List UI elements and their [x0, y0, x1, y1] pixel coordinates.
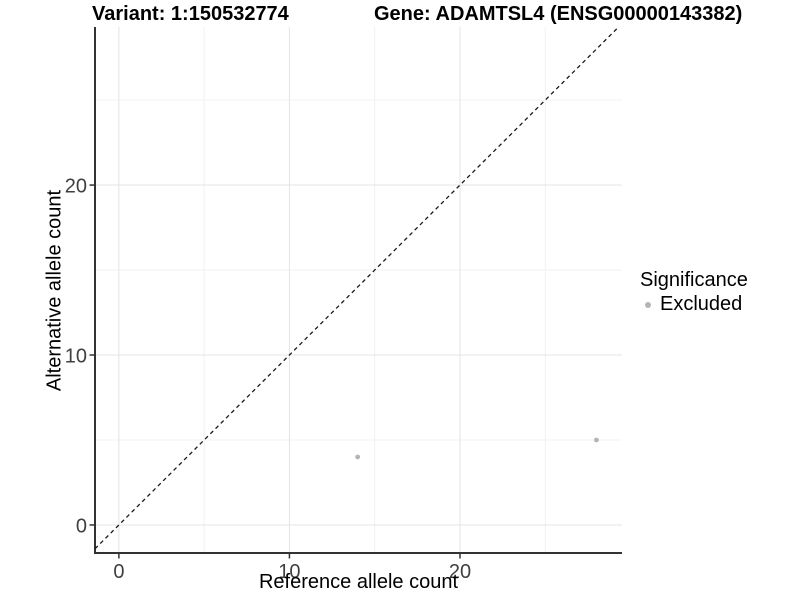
identity-line [94, 26, 620, 550]
legend-title: Significance [640, 269, 748, 291]
y-tick-label: 0 [76, 515, 87, 537]
gridlines [95, 27, 622, 553]
x-tick-label: 10 [278, 561, 300, 583]
axes [89, 27, 622, 559]
y-tick-label: 10 [65, 346, 87, 368]
y-tick-label: 20 [65, 176, 87, 198]
legend-item-excluded: Excluded [640, 293, 748, 316]
legend-point-icon [645, 301, 651, 308]
y-axis-title: Alternative allele count [43, 189, 66, 392]
x-tick-label: 0 [113, 561, 124, 583]
legend: Significance Excluded [640, 269, 748, 316]
tick-labels: 0 10 20 0 10 20 [65, 176, 471, 583]
data-points [355, 437, 599, 460]
data-point [355, 454, 361, 460]
legend-item-label: Excluded [660, 293, 743, 315]
x-axis-title: Reference allele count [258, 571, 458, 593]
variant-title: Variant: 1:150532774 [92, 3, 289, 25]
gene-title: Gene: ADAMTSL4 (ENSG00000143382) [374, 3, 743, 25]
data-point [594, 437, 599, 443]
x-tick-label: 20 [449, 561, 471, 583]
identity-reference-line [94, 26, 620, 550]
